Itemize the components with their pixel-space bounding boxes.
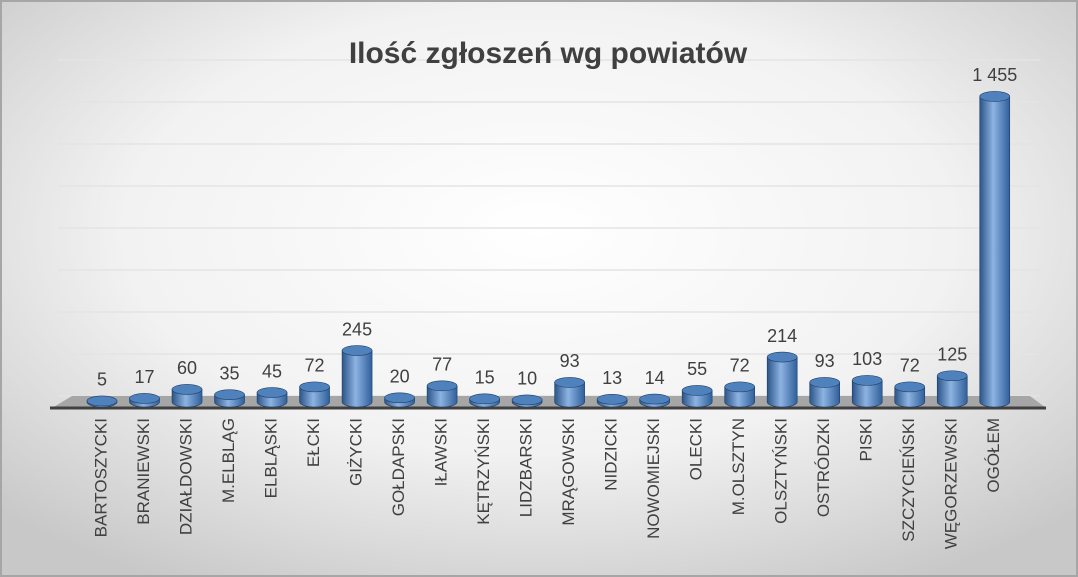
- bar-top: [766, 351, 798, 363]
- bars: [86, 91, 1011, 408]
- data-label: 5: [97, 370, 107, 390]
- bar-top: [426, 380, 458, 392]
- x-tick-label: BARTOSZYCKI: [91, 418, 110, 537]
- data-label: 245: [342, 319, 372, 339]
- bar: [851, 380, 883, 408]
- bar-top: [341, 345, 373, 356]
- bar-top: [596, 393, 628, 405]
- bar: [299, 386, 330, 408]
- data-label: 15: [475, 368, 495, 388]
- bar: [979, 96, 1011, 408]
- bar-top: [936, 370, 968, 382]
- data-label: 13: [602, 368, 622, 388]
- x-tick-label: ELBLĄSKI: [262, 418, 281, 498]
- bar-top: [554, 377, 585, 388]
- x-tick-label: OSTRÓDZKI: [814, 418, 833, 517]
- bar-top: [384, 392, 415, 404]
- data-label: 60: [177, 358, 197, 378]
- x-tick-label: DZIAŁDOWSKI: [177, 418, 196, 535]
- bar-top: [256, 387, 288, 398]
- bar-top: [639, 393, 670, 405]
- x-tick-label: OLSZTYŃSKI: [772, 418, 791, 524]
- x-tick-label: OLECKI: [687, 418, 706, 480]
- bar: [894, 386, 926, 408]
- data-label: 103: [852, 349, 882, 369]
- bar-top: [171, 384, 203, 395]
- data-label: 20: [390, 367, 410, 387]
- bar-top: [851, 375, 883, 386]
- bar-top: [299, 381, 330, 393]
- bar-top: [469, 393, 500, 405]
- x-tick-label: SZCZYCIEŃSKI: [899, 418, 918, 542]
- data-label: 35: [220, 363, 240, 383]
- bar-top: [979, 91, 1011, 102]
- x-tick-label: NIDZICKI: [602, 418, 621, 491]
- x-tick-label: M.ELBLĄG: [219, 418, 238, 503]
- data-label: 45: [262, 361, 282, 381]
- bar: [341, 350, 373, 408]
- bar-top: [86, 395, 118, 407]
- x-tick-label: M.OLSZTYN: [729, 418, 748, 515]
- data-label: 14: [645, 368, 665, 388]
- data-label: 55: [687, 359, 707, 379]
- x-tick-label: PISKI: [857, 418, 876, 461]
- bar-top: [511, 394, 543, 406]
- x-tick-label: GOŁDAPSKI: [389, 418, 408, 516]
- x-tick-label: EŁCKI: [304, 418, 323, 467]
- x-tick-label: MRĄGOWSKI: [559, 418, 578, 526]
- bar-top: [724, 381, 755, 393]
- bar: [724, 386, 755, 408]
- bar: [936, 375, 968, 408]
- x-tick-label: GIŻYCKI: [347, 418, 366, 486]
- bar: [809, 382, 840, 408]
- x-tick-label: IŁAWSKI: [432, 418, 451, 486]
- data-label: 1 455: [972, 65, 1017, 85]
- data-label: 93: [815, 351, 835, 371]
- bar: [766, 356, 798, 408]
- data-label: 77: [432, 355, 452, 375]
- data-label: 93: [560, 351, 580, 371]
- bar-top: [681, 385, 713, 396]
- chart-title: Ilość zgłoszeń wg powiatów: [349, 37, 748, 70]
- bar-top: [214, 389, 245, 400]
- x-tick-label: OGÓŁEM: [984, 418, 1003, 493]
- data-label: 72: [730, 356, 750, 376]
- bar: [554, 382, 585, 408]
- bar: [426, 385, 458, 408]
- x-tick-label: LIDZBARSKI: [517, 418, 536, 517]
- x-tick-label: BRANIEWSKI: [134, 418, 153, 525]
- bar-top: [129, 393, 160, 404]
- data-label: 214: [767, 326, 797, 346]
- data-label: 17: [135, 367, 155, 387]
- x-tick-label: NOWOMIEJSKI: [644, 418, 663, 539]
- data-label: 125: [937, 345, 967, 365]
- x-tick-label: WĘGORZEWSKI: [942, 418, 961, 549]
- data-label: 72: [900, 356, 920, 376]
- data-label: 10: [517, 369, 537, 389]
- bar-top: [894, 381, 926, 393]
- bar-top: [809, 377, 840, 388]
- x-tick-label: KĘTRZYŃSKI: [474, 418, 493, 525]
- data-label: 72: [305, 356, 325, 376]
